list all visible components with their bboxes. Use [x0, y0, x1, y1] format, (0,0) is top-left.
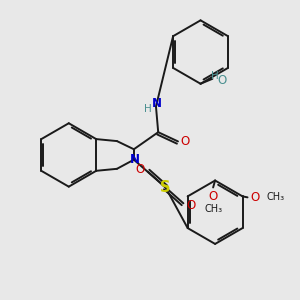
Text: O: O [187, 199, 196, 212]
Text: O: O [218, 74, 227, 87]
Text: O: O [135, 163, 144, 176]
Text: N: N [130, 153, 140, 166]
Text: CH₃: CH₃ [204, 204, 222, 214]
Text: CH₃: CH₃ [266, 192, 284, 203]
Text: O: O [180, 135, 190, 148]
Text: S: S [160, 180, 171, 195]
Text: N: N [152, 97, 162, 110]
Text: H: H [211, 71, 218, 81]
Text: O: O [250, 191, 260, 204]
Text: H: H [144, 103, 152, 113]
Text: O: O [208, 190, 218, 203]
